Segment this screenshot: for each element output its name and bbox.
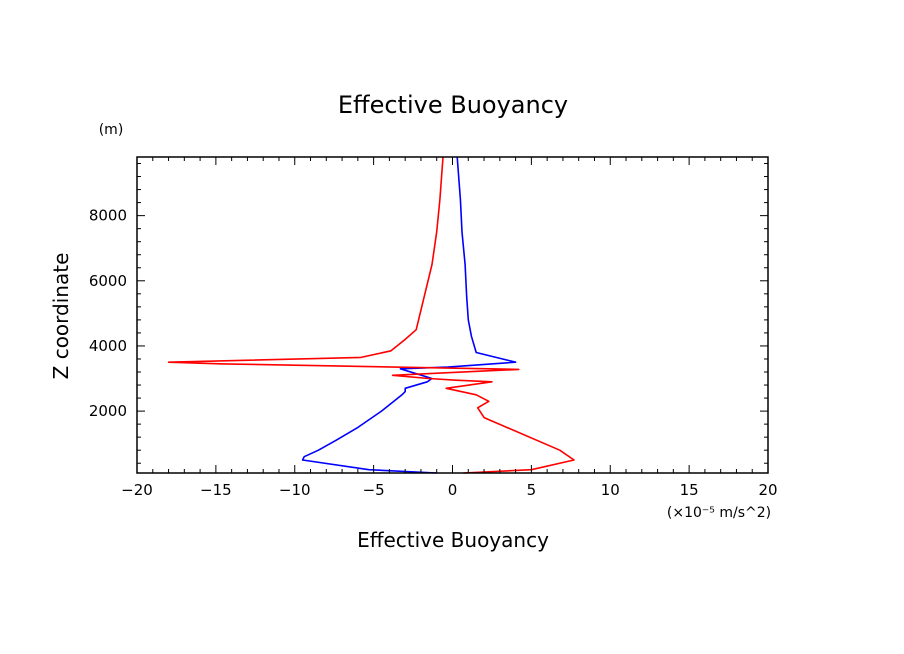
plot-frame	[136, 156, 769, 474]
y-tick-label: 2000	[89, 402, 127, 420]
x-tick-label: 0	[448, 481, 458, 499]
y-tick-label: 6000	[89, 272, 127, 290]
x-axis-label: Effective Buoyancy	[357, 528, 549, 552]
y-tick-label: 4000	[89, 337, 127, 355]
x-tick-label: −5	[363, 481, 385, 499]
x-tick-label: −15	[200, 481, 232, 499]
series-line-1	[301, 156, 517, 474]
y-axis-label: Z coordinate	[49, 253, 73, 380]
x-tick-label: 15	[680, 481, 699, 499]
plot-series	[167, 156, 575, 474]
x-tick-label: −10	[279, 481, 311, 499]
x-axis-unit: (×10⁻⁵ m/s^2)	[667, 505, 771, 521]
series-line-2	[167, 156, 575, 474]
y-axis-unit: (m)	[99, 122, 124, 138]
y-tick-label: 8000	[89, 207, 127, 225]
x-tick-label: 20	[758, 481, 777, 499]
axis-ticks: −20 −15 −10 −5 0 5 10 15 20 2000 4000 6000 8000	[89, 157, 778, 499]
x-tick-label: 10	[601, 481, 620, 499]
x-tick-label: 5	[527, 481, 537, 499]
x-tick-label: −20	[121, 481, 153, 499]
chart-title: Effective Buoyancy	[338, 91, 568, 119]
